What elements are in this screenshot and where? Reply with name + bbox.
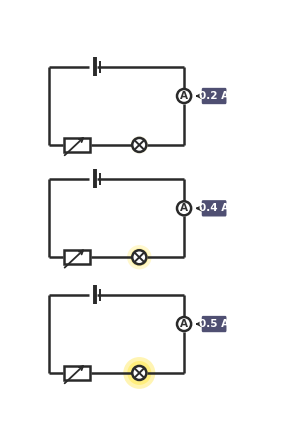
Ellipse shape [133,251,145,263]
Ellipse shape [127,361,151,385]
Text: A: A [180,319,188,329]
Ellipse shape [133,138,146,152]
FancyBboxPatch shape [202,88,226,104]
Ellipse shape [130,248,148,267]
Ellipse shape [132,138,147,152]
Ellipse shape [135,141,144,149]
FancyBboxPatch shape [202,316,226,332]
Ellipse shape [177,317,191,331]
Ellipse shape [132,250,147,264]
Ellipse shape [123,357,155,389]
Bar [64,251,90,264]
Ellipse shape [127,245,152,270]
Ellipse shape [132,366,147,380]
Bar [64,138,90,152]
Text: 0.5 A: 0.5 A [199,319,229,329]
Bar [64,366,90,380]
Text: A: A [180,91,188,101]
Text: A: A [180,203,188,213]
Text: 0.4 A: 0.4 A [199,203,229,213]
FancyBboxPatch shape [202,200,226,217]
Ellipse shape [177,201,191,215]
Ellipse shape [177,89,191,103]
Ellipse shape [130,136,148,154]
Ellipse shape [131,365,147,381]
Text: 0.2 A: 0.2 A [199,91,229,101]
